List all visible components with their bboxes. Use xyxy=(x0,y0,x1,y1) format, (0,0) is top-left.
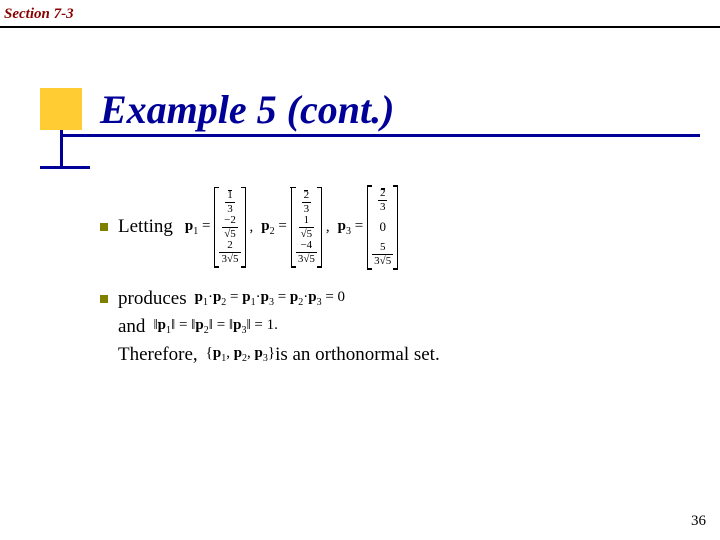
and-text: and xyxy=(118,316,145,338)
header-divider xyxy=(0,26,720,28)
bullet-icon xyxy=(100,295,108,303)
set-math: {p1, p2, p3} xyxy=(206,345,275,364)
vector-p2: 23 1√5 −43√5 xyxy=(291,187,322,268)
accent-square xyxy=(40,88,82,130)
letting-row: Letting p1 = 13 −2√5 23√5 , p2 = 23 1√5 … xyxy=(100,185,660,270)
produces-row: produces p1·p2 = p1·p3 = p2·p3 = 0 xyxy=(100,288,660,310)
orthonormal-text: is an orthonormal set. xyxy=(275,344,440,366)
page-number: 36 xyxy=(691,513,706,530)
vector-p3: 23 0 53√5 xyxy=(367,185,398,270)
produces-text: produces xyxy=(118,288,187,310)
title-underline xyxy=(60,134,700,137)
therefore-text: Therefore, xyxy=(118,344,198,366)
norms-math: ‖p1‖ = ‖p2‖ = ‖p3‖ = 1. xyxy=(153,317,277,336)
content-area: Letting p1 = 13 −2√5 23√5 , p2 = 23 1√5 … xyxy=(100,185,660,372)
vector-p1: 13 −2√5 23√5 xyxy=(214,187,245,268)
section-label: Section 7-3 xyxy=(4,6,74,23)
slide-title: Example 5 (cont.) xyxy=(100,86,394,133)
bullet-icon xyxy=(100,223,108,231)
vectors-definition: p1 = 13 −2√5 23√5 , p2 = 23 1√5 −43√5 , … xyxy=(181,185,398,270)
and-row: and ‖p1‖ = ‖p2‖ = ‖p3‖ = 1. xyxy=(100,316,660,338)
dot-products-math: p1·p2 = p1·p3 = p2·p3 = 0 xyxy=(195,289,345,308)
letting-text: Letting xyxy=(118,216,173,238)
decor-horizontal-line xyxy=(40,166,90,169)
therefore-row: Therefore, {p1, p2, p3} is an orthonorma… xyxy=(100,344,660,366)
